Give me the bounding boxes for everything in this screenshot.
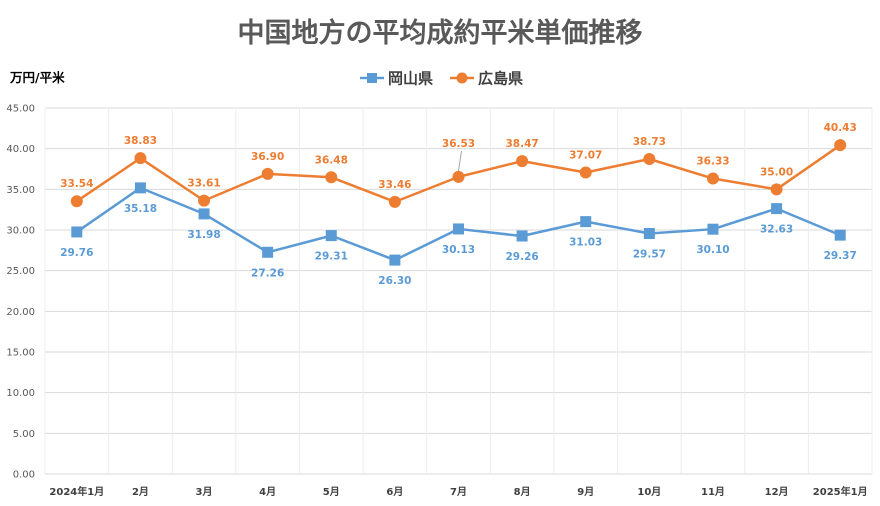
y-axis-unit-label: 万円/平米: [9, 70, 65, 85]
legend-marker-circle: [456, 72, 468, 84]
x-tick-label: 9月: [577, 486, 594, 498]
data-point: [70, 195, 83, 208]
y-tick-label: 10.00: [6, 388, 35, 399]
x-axis: 2024年1月 2月 3月 4月 5月 6月 7月 8月 9月 10月 11月 12月 2025年1月: [49, 485, 867, 498]
data-point: [770, 183, 783, 196]
y-tick-label: 0.00: [13, 470, 35, 481]
data-point: [643, 152, 656, 165]
data-label: 33.54: [60, 178, 93, 190]
x-tick-label: 2024年1月: [49, 485, 104, 498]
data-point: [389, 254, 401, 266]
data-label: 29.31: [315, 251, 348, 263]
data-point: [452, 170, 465, 183]
y-tick-label: 40.00: [6, 144, 35, 155]
data-label: 36.48: [315, 154, 348, 166]
data-label: 38.47: [506, 138, 539, 150]
data-point: [453, 223, 464, 235]
y-tick-label: 30.00: [6, 226, 35, 237]
data-label: 32.63: [760, 224, 793, 236]
y-tick-label: 20.00: [6, 307, 35, 318]
data-point: [643, 227, 655, 239]
y-tick-label: 15.00: [6, 348, 35, 359]
data-point: [134, 182, 146, 194]
leader-line: [458, 150, 462, 171]
legend-entry-label: 岡山県: [388, 70, 433, 88]
data-point: [579, 166, 592, 179]
data-point: [198, 194, 211, 207]
x-tick-label: 8月: [514, 486, 531, 498]
x-tick-label: 2月: [132, 486, 149, 498]
chart-title: 中国地方の平均成約平米単価推移: [238, 17, 643, 49]
data-label: 29.37: [824, 250, 857, 262]
data-labels: 29.76 35.18 31.98 27.26 29.31 26.30 30.13 29.26…: [60, 122, 857, 287]
data-point: [834, 139, 847, 152]
data-point: [580, 216, 592, 228]
data-label: 27.26: [251, 267, 284, 279]
data-point: [325, 230, 337, 242]
data-label: 35.18: [124, 203, 157, 215]
data-point: [388, 195, 401, 208]
data-label: 29.57: [633, 248, 666, 260]
legend: 岡山県 広島県: [360, 70, 523, 88]
data-label: 29.26: [506, 251, 539, 263]
data-label: 35.00: [760, 166, 793, 178]
x-tick-label: 4月: [259, 486, 276, 498]
x-tick-label: 5月: [323, 486, 340, 498]
data-label: 33.46: [378, 179, 411, 191]
data-point: [261, 167, 274, 180]
data-label: 36.33: [696, 156, 729, 168]
y-tick-label: 25.00: [6, 266, 35, 277]
data-label: 38.83: [124, 135, 157, 147]
data-label: 36.90: [251, 151, 284, 163]
grid: [44, 107, 873, 475]
data-label: 31.98: [187, 229, 220, 241]
data-label: 37.07: [569, 149, 602, 161]
data-point: [834, 229, 846, 241]
x-tick-label: 2025年1月: [813, 485, 868, 498]
x-tick-label: 11月: [701, 486, 725, 498]
data-point: [134, 152, 147, 165]
data-label: 26.30: [378, 275, 411, 287]
data-point: [516, 155, 529, 168]
data-label: 31.03: [569, 237, 602, 249]
x-tick-label: 10月: [637, 486, 661, 498]
data-label: 29.76: [60, 247, 93, 259]
data-point: [706, 172, 719, 185]
y-tick-label: 5.00: [13, 429, 35, 440]
data-label: 36.53: [442, 138, 475, 150]
data-point: [198, 208, 210, 220]
data-point: [325, 171, 338, 184]
y-axis: 0.00 5.00 10.00 15.00 20.00 25.00 30.00 35.00 40…: [6, 104, 35, 481]
data-label: 40.43: [824, 122, 857, 134]
series-layer: [70, 139, 847, 266]
legend-marker-square: [367, 73, 377, 83]
y-tick-label: 35.00: [6, 185, 35, 196]
data-label: 30.13: [442, 244, 475, 256]
legend-entry-label: 広島県: [478, 70, 523, 88]
data-point: [71, 226, 83, 238]
x-tick-label: 6月: [386, 486, 403, 498]
x-tick-label: 7月: [450, 486, 467, 498]
data-label: 30.10: [696, 244, 729, 256]
data-label: 33.61: [187, 178, 220, 190]
data-point: [707, 223, 719, 235]
x-tick-label: 12月: [765, 486, 789, 498]
data-point: [262, 246, 274, 258]
x-tick-label: 3月: [196, 486, 213, 498]
data-label: 38.73: [633, 136, 666, 148]
data-point: [516, 230, 528, 242]
data-point: [771, 203, 783, 215]
y-tick-label: 45.00: [6, 104, 35, 115]
